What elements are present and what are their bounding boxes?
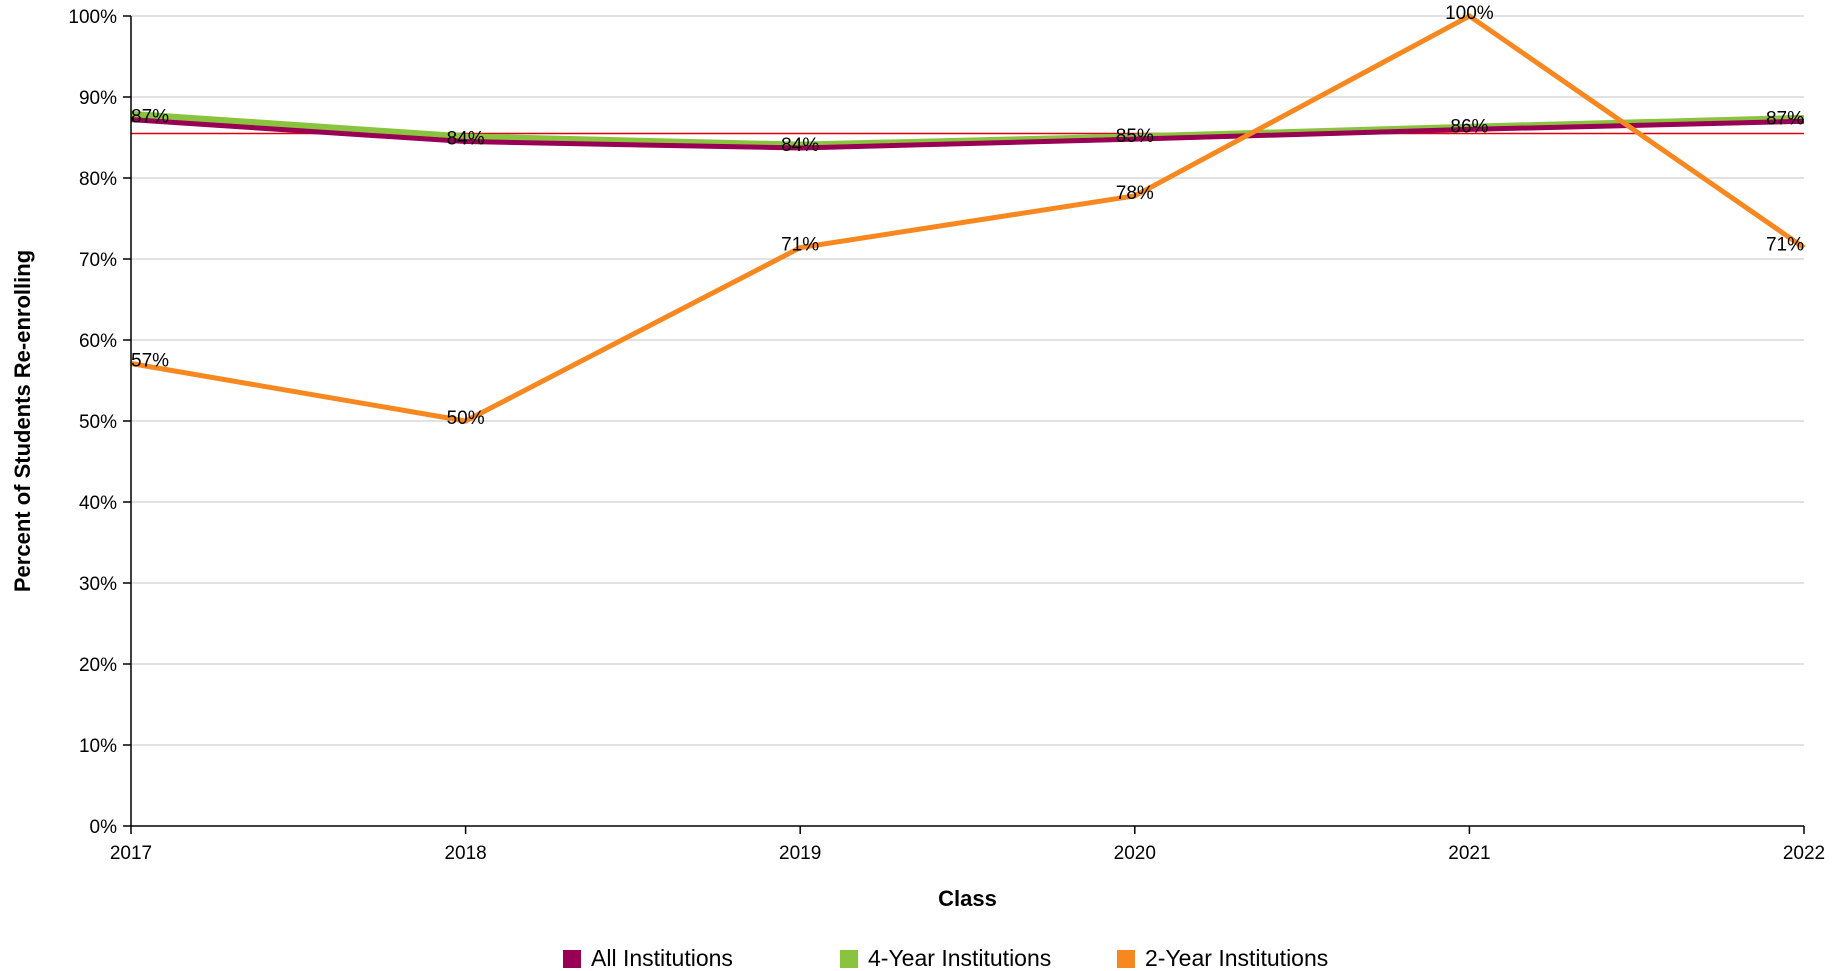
x-tick-label: 2017	[110, 843, 152, 864]
y-axis-title: Percent of Students Re-enrolling	[10, 250, 35, 592]
legend-label: All Institutions	[591, 945, 733, 971]
data-label: 57%	[131, 350, 169, 371]
legend-item: 4-Year Institutions	[840, 945, 1051, 971]
y-tick-label: 100%	[68, 7, 117, 28]
data-label: 84%	[781, 135, 819, 156]
legend-swatch	[563, 950, 581, 968]
data-label: 85%	[1116, 126, 1154, 147]
legend-label: 4-Year Institutions	[868, 945, 1051, 971]
data-label: 50%	[447, 408, 485, 429]
gridlines	[131, 15, 1804, 746]
data-label: 71%	[1766, 235, 1804, 256]
series-line-all-institutions	[130, 117, 1805, 151]
y-tick-label: 80%	[79, 169, 117, 190]
legend-item: 2-Year Institutions	[1117, 945, 1328, 971]
data-label: 87%	[131, 107, 169, 128]
x-axis-ticks: 2017 2018 2019 2020 2021 2022	[110, 826, 1825, 864]
data-label: 78%	[1116, 183, 1154, 204]
data-labels: 87% 84% 84% 85% 86% 87% 57% 50% 71% 78% 100% 71%	[131, 3, 1804, 429]
x-tick-label: 2020	[1114, 843, 1156, 864]
series-line-4-year-institutions	[130, 110, 1805, 150]
y-tick-label: 30%	[79, 574, 117, 595]
y-tick-label: 10%	[79, 736, 117, 757]
legend-swatch	[1117, 950, 1135, 968]
y-axis-ticks: 0% 10% 20% 30% 40% 50% 60% 70% 80% 90% 100%	[68, 7, 131, 838]
data-label: 100%	[1445, 3, 1494, 24]
y-tick-label: 20%	[79, 655, 117, 676]
y-tick-label: 0%	[90, 817, 118, 838]
x-tick-label: 2019	[779, 843, 821, 864]
legend-label: 2-Year Institutions	[1145, 945, 1328, 971]
y-tick-label: 40%	[79, 493, 117, 514]
x-tick-label: 2022	[1783, 843, 1825, 864]
y-tick-label: 70%	[79, 250, 117, 271]
data-label: 87%	[1766, 108, 1804, 129]
legend-swatch	[840, 950, 858, 968]
y-tick-label: 90%	[79, 88, 117, 109]
x-tick-label: 2021	[1448, 843, 1490, 864]
y-tick-label: 50%	[79, 412, 117, 433]
data-label: 84%	[447, 129, 485, 150]
legend: All Institutions 4-Year Institutions 2-Yea…	[563, 945, 1328, 971]
legend-item: All Institutions	[563, 945, 733, 971]
data-label: 86%	[1450, 116, 1488, 137]
series-lines	[130, 13, 1806, 424]
x-axis-title: Class	[938, 886, 997, 911]
series-line-2-year-institutions	[130, 13, 1806, 424]
data-label: 71%	[781, 235, 819, 256]
y-tick-label: 60%	[79, 331, 117, 352]
x-tick-label: 2018	[444, 843, 486, 864]
